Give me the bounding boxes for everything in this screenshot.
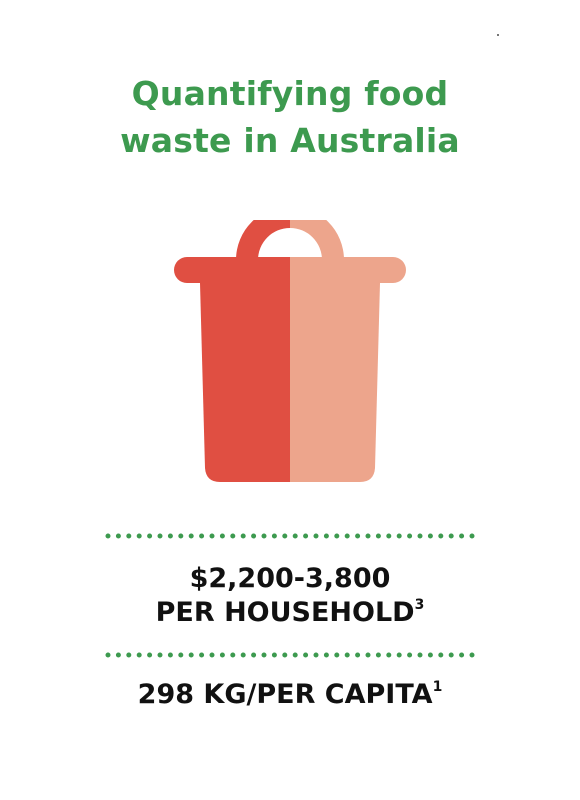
capita-footnote-ref: 1 bbox=[432, 679, 443, 695]
corner-mark bbox=[497, 34, 499, 36]
capita-stat: 298 KG/PER CAPITA1 bbox=[0, 678, 580, 712]
page-title: Quantifying food waste in Australia bbox=[0, 70, 580, 164]
household-footnote-ref: 3 bbox=[414, 597, 425, 613]
trash-bin-icon bbox=[174, 220, 406, 482]
dotted-divider-top bbox=[105, 533, 475, 539]
title-line-1: Quantifying food bbox=[131, 74, 449, 113]
dotted-divider-bottom bbox=[105, 652, 475, 658]
bin-left-half bbox=[174, 220, 290, 482]
bin-right-half bbox=[290, 220, 406, 482]
household-label: PER HOUSEHOLD bbox=[155, 597, 415, 628]
household-amount: $2,200-3,800 bbox=[189, 563, 391, 594]
household-label-row: PER HOUSEHOLD3 bbox=[0, 596, 580, 630]
title-line-2: waste in Australia bbox=[120, 121, 460, 160]
capita-label: 298 KG/PER CAPITA bbox=[137, 679, 433, 710]
household-stat: $2,200-3,800 PER HOUSEHOLD3 bbox=[0, 562, 580, 630]
